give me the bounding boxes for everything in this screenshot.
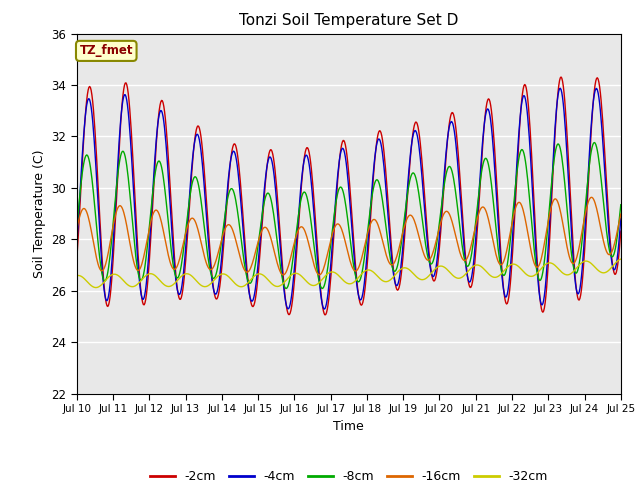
X-axis label: Time: Time (333, 420, 364, 432)
Text: TZ_fmet: TZ_fmet (79, 44, 133, 58)
Y-axis label: Soil Temperature (C): Soil Temperature (C) (33, 149, 46, 278)
Title: Tonzi Soil Temperature Set D: Tonzi Soil Temperature Set D (239, 13, 458, 28)
Legend: -2cm, -4cm, -8cm, -16cm, -32cm: -2cm, -4cm, -8cm, -16cm, -32cm (145, 465, 553, 480)
